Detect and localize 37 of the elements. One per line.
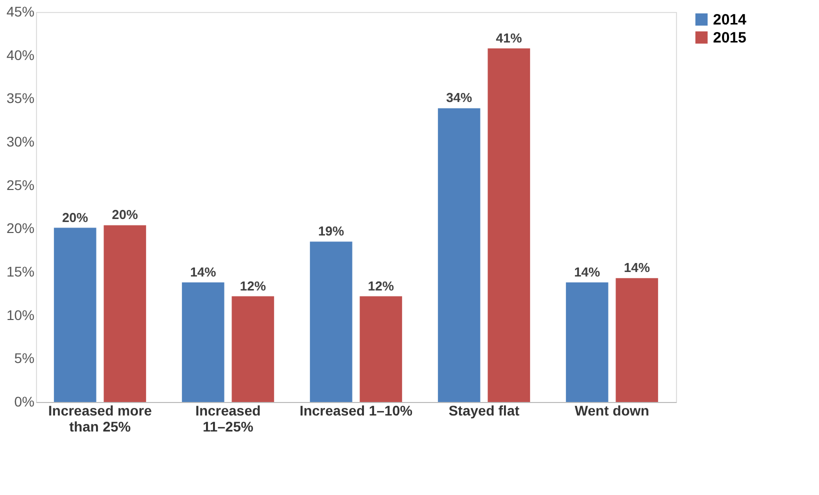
y-tick-label: 35% [6,90,34,106]
data-label: 20% [62,210,89,225]
bar [566,282,608,402]
y-tick-label: 30% [6,134,34,150]
y-tick-label: 45% [6,4,34,20]
y-tick-label: 20% [6,220,34,236]
bar [54,228,96,402]
bar [310,242,352,402]
data-label: 19% [318,224,345,239]
data-label: 14% [574,264,601,280]
bar [438,108,480,402]
data-label: 12% [368,278,394,294]
data-label: 34% [446,90,473,106]
legend-label: 2014 [713,12,748,28]
y-tick-label: 15% [6,264,34,280]
data-label: 20% [112,207,138,222]
y-tick-label: 40% [6,46,34,63]
bar [232,296,274,402]
y-tick-label: 25% [6,176,34,193]
y-tick-label: 5% [14,350,34,366]
data-label: 14% [624,260,650,276]
bar [182,282,224,402]
x-tick-label: Went down [574,402,650,418]
data-label: 14% [190,264,217,280]
x-tick-label: Increased 1–10% [300,402,413,418]
bar [616,278,658,402]
bar [360,296,402,402]
y-tick-label: 0% [14,394,34,410]
data-label: 41% [496,30,522,46]
legend-label: 2015 [713,30,746,46]
x-tick-label: Stayed flat [448,402,520,418]
y-tick-label: 10% [6,306,34,323]
x-tick-label: Increased 11–25% [195,402,261,434]
data-label: 12% [240,278,266,294]
x-tick-label: Increased more than 25% [48,402,152,434]
bar [104,225,146,402]
bar [488,48,530,402]
